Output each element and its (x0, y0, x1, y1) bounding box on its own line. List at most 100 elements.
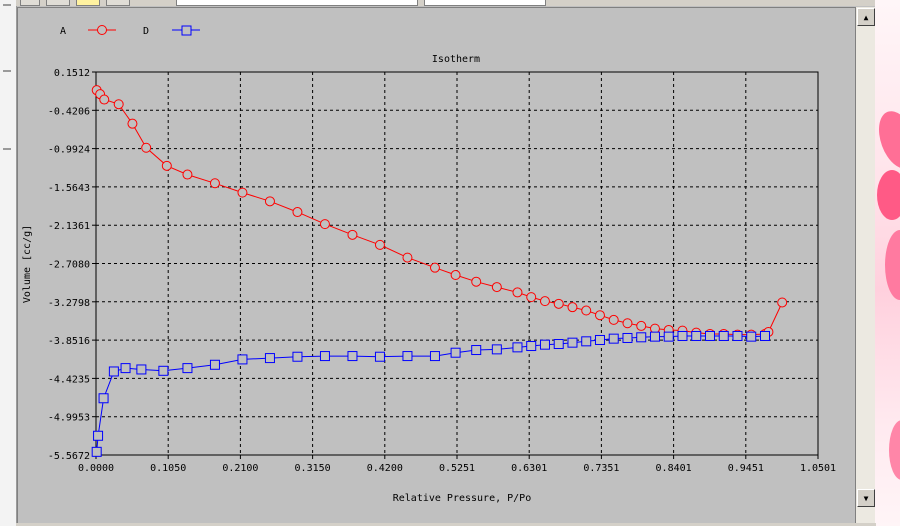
data-point-d (402, 351, 413, 362)
data-point-a (161, 160, 172, 171)
data-point-a (594, 310, 605, 321)
y-tick-label: 0.1512 (54, 68, 90, 79)
data-point-d (209, 359, 220, 370)
edge-mark (3, 70, 11, 72)
x-tick-label: 0.2100 (222, 463, 258, 474)
y-tick-label: -2.1361 (48, 221, 90, 232)
y-tick-label: -1.5643 (48, 183, 90, 194)
data-point-d (450, 347, 461, 358)
data-point-a (429, 262, 440, 273)
x-tick-label: 0.8401 (656, 463, 692, 474)
isotherm-chart: A D Isotherm 0.0000 0.1050 0.2100 0.3150 0.4… (22, 25, 836, 504)
legend-label-a: A (60, 26, 66, 37)
data-point-d (704, 330, 715, 341)
data-point-d (136, 364, 147, 375)
up-arrow-icon[interactable]: ▲ (857, 8, 875, 26)
data-point-d (374, 351, 385, 362)
y-tick-label: -3.8516 (48, 336, 90, 347)
data-point-d (347, 351, 358, 362)
data-point-d (98, 393, 109, 404)
edge-mark (3, 148, 11, 150)
data-point-a (113, 99, 124, 110)
flower-petal (889, 420, 900, 480)
y-tick-label: -4.4235 (48, 374, 90, 385)
data-point-d (636, 332, 647, 343)
data-point-d (691, 330, 702, 341)
data-point-d (91, 446, 102, 457)
x-tick-label: 0.1050 (150, 463, 186, 474)
legend-marker-d (181, 25, 192, 36)
toolbar-button[interactable] (106, 0, 130, 6)
grid (96, 72, 818, 455)
x-tick-label: 0.7351 (583, 463, 619, 474)
data-point-a (319, 219, 330, 230)
data-point-a (491, 282, 502, 293)
data-point-d (108, 366, 119, 377)
x-axis-label: Relative Pressure, P/Po (393, 493, 531, 504)
toolbar-button[interactable] (46, 0, 70, 6)
data-point-d (526, 341, 537, 352)
series-a (91, 85, 788, 340)
toolbar-button[interactable] (76, 0, 100, 6)
data-point-a (347, 229, 358, 240)
data-point-a (553, 298, 564, 309)
data-point-d (539, 339, 550, 350)
data-point-d (512, 342, 523, 353)
data-point-a (581, 305, 592, 316)
flower-petal (877, 170, 900, 220)
down-arrow-icon[interactable]: ▼ (857, 489, 875, 507)
x-tick-label: 0.0000 (78, 463, 114, 474)
toolbar-button[interactable] (20, 0, 40, 6)
data-point-a (608, 314, 619, 325)
data-point-d (732, 330, 743, 341)
y-tick-label: -3.2798 (48, 298, 90, 309)
data-point-d (608, 333, 619, 344)
data-point-a (292, 207, 303, 218)
data-point-d (622, 332, 633, 343)
x-tick-label: 1.0501 (800, 463, 836, 474)
y-axis: 0.1512 -0.4206 -0.9924 -1.5643 -2.1361 -2.708… (48, 68, 96, 462)
data-point-a (237, 187, 248, 198)
data-point-d (491, 344, 502, 355)
x-tick-label: 0.9451 (728, 463, 764, 474)
y-tick-label: -5.5672 (48, 451, 90, 462)
data-point-a (264, 196, 275, 207)
data-point-d (567, 337, 578, 348)
data-point-a (471, 276, 482, 287)
legend: A D (60, 25, 200, 37)
data-point-d (677, 330, 688, 341)
data-point-a (777, 297, 788, 308)
data-point-a (99, 94, 110, 105)
x-tick-label: 0.5251 (439, 463, 475, 474)
data-point-d (292, 351, 303, 362)
data-point-d (429, 351, 440, 362)
chart-title: Isotherm (432, 54, 480, 65)
data-point-a (127, 118, 138, 129)
desktop-background (875, 0, 900, 526)
toolbar-field[interactable] (424, 0, 546, 6)
data-point-a (539, 296, 550, 307)
data-point-a (567, 302, 578, 313)
data-point-a (374, 239, 385, 250)
toolbar-field[interactable] (176, 0, 418, 6)
legend-label-d: D (143, 26, 149, 37)
top-toolbar (16, 0, 876, 6)
y-tick-label: -4.9953 (48, 413, 90, 424)
data-point-d (649, 331, 660, 342)
series-d (91, 330, 770, 457)
data-point-a (209, 178, 220, 189)
left-window-edge (0, 0, 17, 526)
data-point-d (237, 354, 248, 365)
data-point-d (553, 339, 564, 350)
vertical-scrollbar[interactable]: ▲ ▼ (855, 7, 875, 523)
data-point-d (581, 336, 592, 347)
data-point-d (93, 430, 104, 441)
y-tick-label: -0.9924 (48, 145, 90, 156)
legend-marker-a (97, 25, 107, 35)
data-point-a (526, 292, 537, 303)
x-tick-label: 0.3150 (295, 463, 331, 474)
data-point-d (319, 351, 330, 362)
data-point-a (450, 270, 461, 281)
x-tick-label: 0.4200 (367, 463, 403, 474)
data-point-d (746, 331, 757, 342)
